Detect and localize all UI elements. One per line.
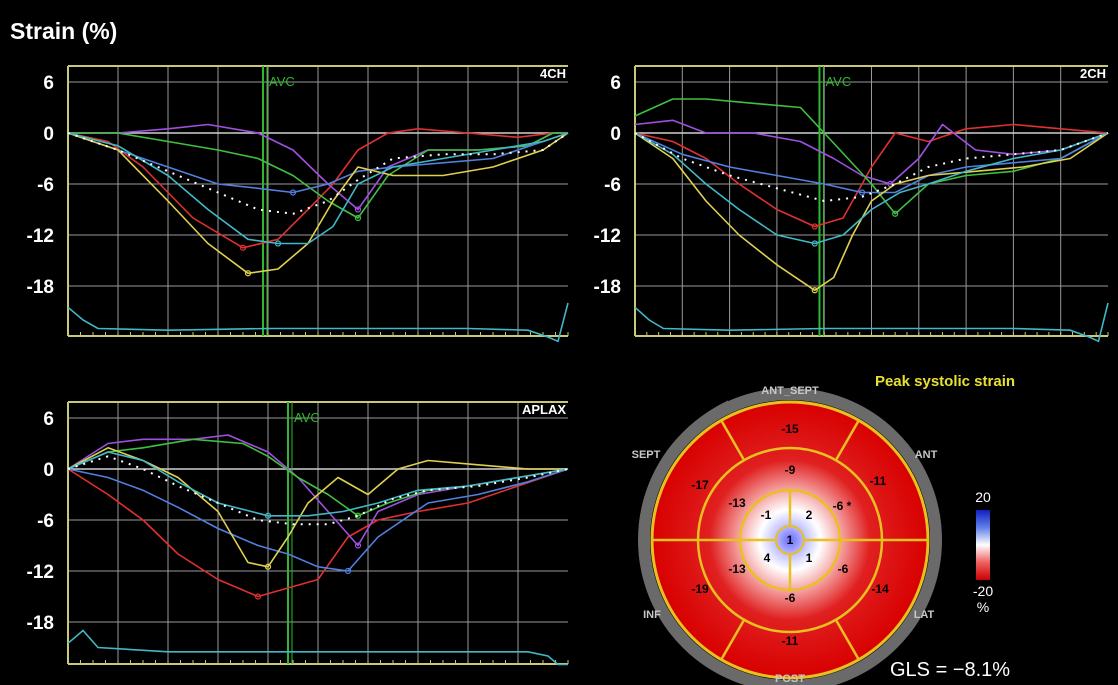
strain-series-line (634, 132, 1109, 202)
avc-label: AVC (825, 74, 851, 89)
peak-marker (811, 240, 818, 247)
y-tick-label: -12 (594, 226, 621, 247)
segment-outer-lat: -14 (871, 582, 889, 596)
strain-series-line (634, 98, 1109, 215)
strain-series-line (67, 468, 569, 598)
y-tick-label: 0 (43, 124, 54, 145)
strain-series-line (67, 468, 569, 572)
segment-mid-ant-sept: -9 (785, 463, 796, 477)
segment-apical-bottom-right: 1 (806, 551, 813, 565)
peak-marker (274, 240, 282, 247)
segment-outer-post: -11 (782, 634, 799, 648)
colorbar-unit: % (977, 599, 989, 615)
chart-2ch: 6 0 -6 -12 -18 2CH AVC (594, 65, 1109, 343)
peak-marker (811, 287, 818, 294)
avc-label: AVC (294, 410, 320, 425)
segment-apical-top-right: 2 (806, 508, 813, 522)
segment-mid-ant: -6 * (833, 499, 852, 513)
segment-mid-lat: -6 (838, 562, 849, 576)
segment-outer-inf: -19 (691, 582, 709, 596)
strain-series-line (634, 119, 1109, 185)
peak-marker (354, 542, 362, 549)
ecg-trace (67, 302, 569, 343)
y-tick-label: 6 (43, 409, 54, 430)
segment-mid-inf: -13 (728, 562, 746, 576)
avc-label: AVC (269, 74, 295, 89)
peak-marker (811, 223, 818, 230)
view-label: 2CH (1080, 66, 1106, 81)
strain-series-line (67, 132, 569, 275)
chart-aplax: 6 0 -6 -12 -18 APLAX AVC (27, 401, 569, 666)
y-tick-label: 0 (610, 124, 621, 145)
segment-apex: 1 (787, 533, 794, 547)
strain-series-line (67, 451, 569, 517)
y-tick-label: -6 (37, 511, 54, 532)
y-tick-label: -18 (27, 613, 54, 634)
bullseye-title: Peak systolic strain (875, 373, 1015, 390)
y-tick-label: -18 (594, 277, 621, 298)
segment-apical-top-left: -1 (761, 508, 772, 522)
strain-series-line (634, 132, 1109, 245)
label-ant: ANT (915, 449, 938, 461)
peak-marker (254, 593, 262, 600)
y-tick-label: -6 (37, 175, 54, 196)
bullseye-frame (638, 388, 942, 685)
segment-outer-ant: -11 (870, 474, 887, 488)
y-tick-label: 0 (43, 460, 54, 481)
colorbar-max: 20 (975, 489, 991, 505)
peak-marker (354, 206, 362, 213)
chart-4ch: 6 0 -6 -12 -18 4CH AVC (27, 65, 569, 343)
y-tick-label: 6 (43, 73, 54, 94)
label-post: POST (775, 673, 805, 685)
view-label: 4CH (540, 66, 566, 81)
strain-series-line (634, 132, 1109, 194)
peak-marker (354, 214, 362, 222)
ecg-trace (67, 629, 568, 666)
peak-marker (264, 512, 272, 519)
bullseye-plot: Peak systolic strain -15 -11 -14 -11 -19 (632, 373, 1015, 685)
bullseye-frame-arc (641, 400, 733, 521)
strain-series-line (67, 128, 568, 249)
bullseye-dividers (652, 419, 928, 661)
y-tick-label: 6 (610, 73, 621, 94)
peak-marker (289, 189, 297, 196)
colorbar (976, 510, 990, 580)
y-tick-label: -12 (27, 562, 54, 583)
strain-series-line (67, 446, 568, 568)
peak-marker (239, 244, 247, 251)
peak-marker (344, 567, 352, 575)
strain-series-line (634, 132, 1109, 292)
peak-marker (892, 210, 899, 217)
segment-mid-post: -6 (785, 591, 796, 605)
strain-series-line (67, 132, 569, 245)
gls-value: GLS = −8.1% (890, 659, 1010, 681)
strain-series-line (67, 455, 569, 526)
y-tick-label: -18 (27, 277, 54, 298)
strain-series-line (67, 132, 569, 194)
peak-marker (244, 270, 252, 277)
page-title: Strain (%) (10, 18, 118, 44)
peak-marker (264, 563, 272, 570)
ecg-trace (634, 302, 1109, 343)
label-sept: SEPT (632, 449, 661, 461)
view-label: APLAX (522, 402, 566, 417)
label-lat: LAT (914, 609, 935, 621)
y-tick-label: -12 (27, 226, 54, 247)
label-inf: INF (643, 609, 661, 621)
segment-outer-ant-sept: -15 (781, 422, 799, 436)
segment-apical-bottom-left: 4 (764, 551, 771, 565)
segment-outer-sept: -17 (691, 478, 709, 492)
colorbar-min: -20 (973, 583, 993, 599)
label-ant-sept: ANT_SEPT (761, 385, 819, 397)
segment-mid-sept: -13 (728, 496, 746, 510)
y-tick-label: -6 (604, 175, 621, 196)
peak-marker (858, 189, 866, 196)
